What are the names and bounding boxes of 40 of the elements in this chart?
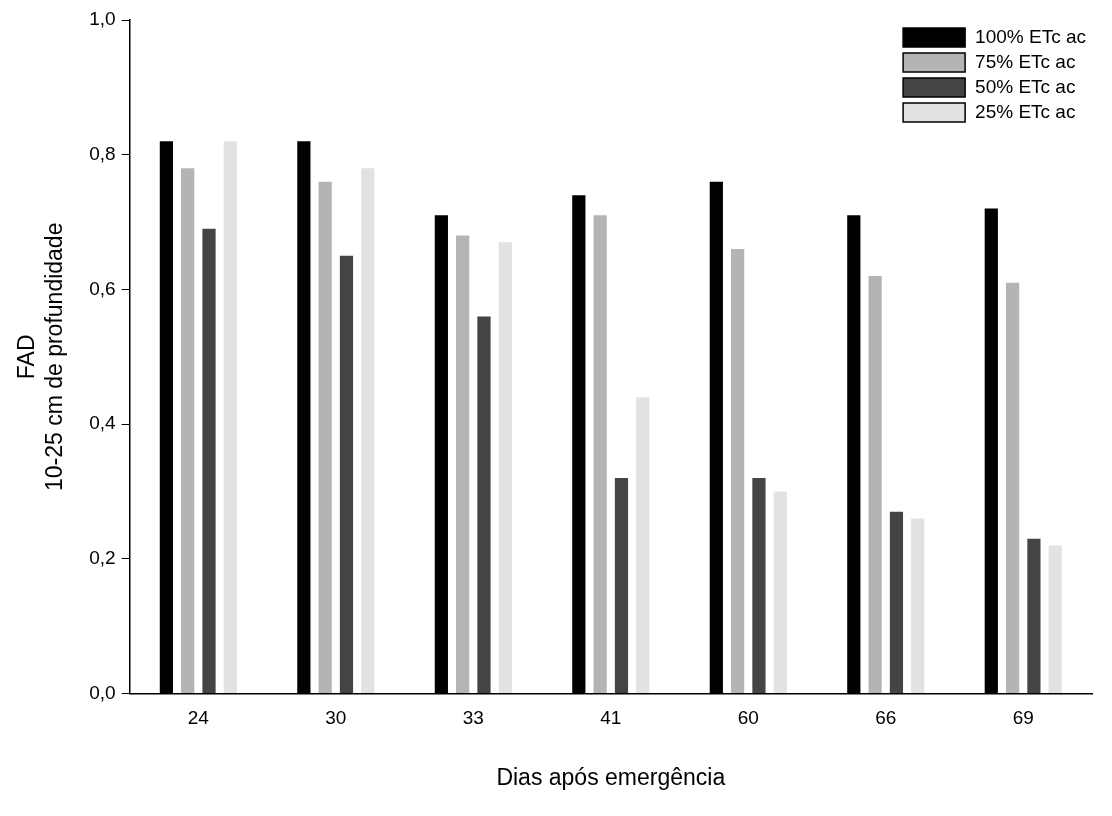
bar — [1027, 538, 1041, 694]
bar — [1006, 282, 1020, 694]
y-tick-label: 0,4 — [89, 412, 117, 434]
y-axis-title: FAD 10-25 cm de profundidade — [13, 222, 67, 492]
bar — [752, 478, 766, 694]
bar — [636, 397, 650, 694]
y-tick-label: 0,6 — [89, 277, 116, 299]
bar — [593, 215, 607, 694]
legend-label: 50% ETc ac — [975, 75, 1076, 97]
bar — [477, 316, 491, 694]
legend-label: 100% ETc ac — [975, 25, 1087, 47]
x-tick-label: 33 — [462, 707, 484, 729]
bar — [731, 249, 745, 694]
x-tick-label: 30 — [325, 707, 347, 729]
bar — [868, 275, 882, 694]
bar — [181, 168, 195, 694]
x-tick-label: 41 — [600, 707, 622, 729]
x-axis-title: Dias após emergência — [496, 763, 726, 790]
bar — [911, 518, 925, 694]
bar — [339, 255, 354, 694]
bar — [361, 168, 375, 694]
x-tick-label: 69 — [1012, 707, 1034, 729]
legend-label: 25% ETc ac — [975, 100, 1076, 122]
bar — [889, 511, 904, 694]
bar — [318, 181, 332, 694]
bar — [773, 491, 787, 694]
bar — [498, 242, 512, 694]
bar — [223, 141, 237, 694]
y-tick-label: 0,0 — [89, 681, 116, 703]
x-tick-label: 60 — [737, 707, 759, 729]
bar — [456, 235, 470, 694]
x-tick-label: 66 — [875, 707, 897, 729]
y-tick-label: 0,2 — [89, 547, 116, 569]
bar — [614, 478, 629, 694]
x-tick-label: 24 — [187, 707, 210, 729]
y-tick-label: 0,8 — [89, 142, 116, 164]
bar — [1048, 545, 1062, 694]
legend-label: 75% ETc ac — [975, 50, 1076, 72]
y-tick-label: 1,0 — [89, 8, 116, 30]
bar — [202, 228, 216, 694]
